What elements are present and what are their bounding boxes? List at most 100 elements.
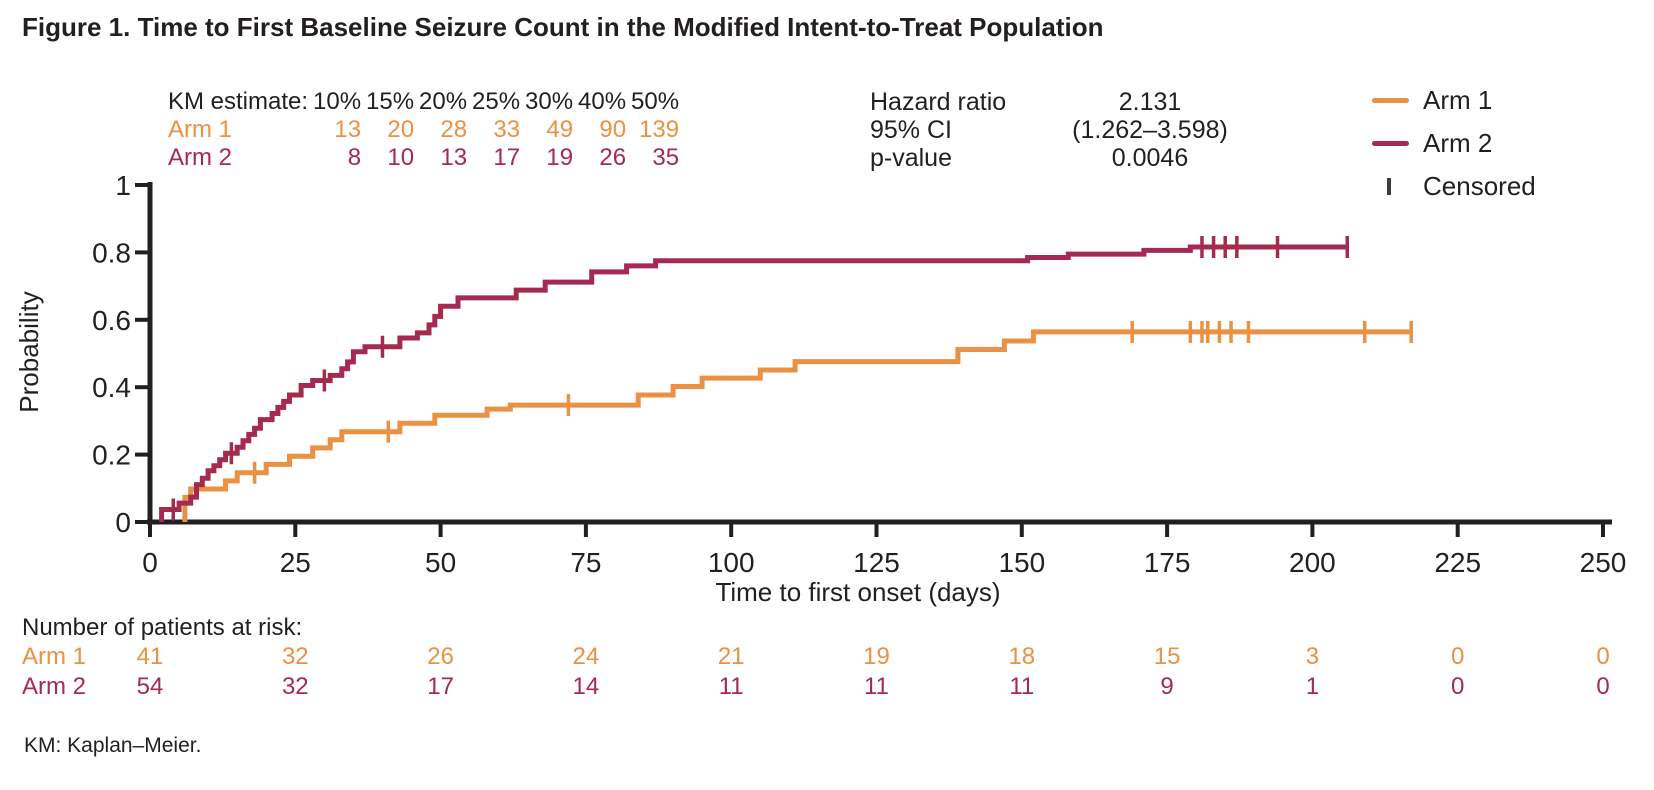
km-estimate-grid: KM estimate: 10% 15% 20% 25% 30% 40% 50% Arm 1 13… xyxy=(168,88,679,172)
x-tick-label: 75 xyxy=(570,547,601,578)
stats-label: Hazard ratio xyxy=(870,88,1007,116)
axes xyxy=(135,182,1612,537)
km-percent-header: 30% xyxy=(525,88,574,115)
x-tick-label: 250 xyxy=(1580,547,1627,578)
stats-label: p-value xyxy=(870,144,952,172)
stats-value: 0.0046 xyxy=(1111,144,1189,172)
km-arm-value: 28 xyxy=(440,116,468,143)
km-arm-value: 90 xyxy=(599,116,627,143)
km-header-label: KM estimate: xyxy=(168,88,309,115)
at-risk-arm-label: Arm 1 xyxy=(22,643,87,670)
km-arm-value: 8 xyxy=(347,144,362,171)
at-risk-count: 14 xyxy=(572,673,600,700)
x-tick-label: 0 xyxy=(142,547,158,578)
stats-row: 95% CI (1.262–3.598) xyxy=(870,116,1255,144)
km-estimate-table: KM estimate: 10% 15% 20% 25% 30% 40% 50% Arm 1 13… xyxy=(168,88,679,172)
at-risk-count: 32 xyxy=(281,673,309,700)
km-percent-header: 50% xyxy=(631,88,680,115)
at-risk-count: 17 xyxy=(427,673,454,700)
legend-line-swatch-icon xyxy=(1372,141,1409,146)
x-tick-label: 50 xyxy=(425,547,456,578)
km-arm-value: 19 xyxy=(546,144,574,171)
stats-block: Hazard ratio 2.131 95% CI (1.262–3.598) p-va… xyxy=(870,88,1255,172)
stats-label: 95% CI xyxy=(870,116,952,144)
stats-row: p-value 0.0046 xyxy=(870,144,1255,172)
at-risk-count: 11 xyxy=(718,673,744,700)
y-tick-label: 0.8 xyxy=(92,237,131,268)
legend-censor-tick-icon xyxy=(1387,178,1391,195)
y-tick-label: 0 xyxy=(115,507,131,538)
km-arm-label: Arm 2 xyxy=(168,144,233,171)
y-tick-label: 0.6 xyxy=(92,305,131,336)
at-risk-count: 41 xyxy=(136,643,164,670)
km-percent-header: 15% xyxy=(366,88,415,115)
stats-value: 2.131 xyxy=(1118,88,1182,116)
axis-labels: 0 25 50 75 100 125 150 175 200 225 250 0 0.2 0.4 0.6 0.… xyxy=(14,170,1626,607)
stats-value: (1.262–3.598) xyxy=(1072,116,1228,144)
arm-1-curve xyxy=(182,329,1412,522)
km-arm-value: 33 xyxy=(493,116,521,143)
legend-item-arm-2: Arm 2 xyxy=(1372,122,1536,165)
at-risk-count: 0 xyxy=(1596,643,1610,670)
legend-label: Arm 1 xyxy=(1423,85,1493,115)
legend: Arm 1 Arm 2 Censored xyxy=(1372,79,1536,208)
at-risk-count: 15 xyxy=(1153,643,1181,670)
y-axis-title: Probability xyxy=(14,291,44,412)
figure-title: Figure 1. Time to First Baseline Seizure… xyxy=(22,12,1104,42)
arm-2-curve xyxy=(159,244,1348,522)
at-risk-count: 1 xyxy=(1305,673,1320,700)
legend-label: Arm 2 xyxy=(1423,128,1493,158)
legend-line-swatch-icon xyxy=(1372,98,1409,103)
km-arm-value: 10 xyxy=(387,144,415,171)
arm-1-censor-marks xyxy=(252,320,1413,484)
at-risk-count: 0 xyxy=(1451,643,1465,670)
x-axis-title: Time to first onset (days) xyxy=(715,577,1000,607)
at-risk-count: 54 xyxy=(136,673,164,700)
x-tick-label: 125 xyxy=(853,547,900,578)
arm-2-censor-marks xyxy=(171,236,1350,521)
km-percent-header: 25% xyxy=(472,88,521,115)
km-arm-value: 139 xyxy=(639,116,680,143)
km-arm-value: 20 xyxy=(387,116,415,143)
km-header-row: KM estimate: 10% 15% 20% 25% 30% 40% 50% xyxy=(168,88,679,116)
km-percent-header: 10% xyxy=(313,88,362,115)
stats-row: Hazard ratio 2.131 xyxy=(870,88,1255,116)
x-tick-label: 100 xyxy=(708,547,755,578)
legend-label: Censored xyxy=(1423,171,1536,201)
arm-2-series xyxy=(159,236,1350,522)
arm-1-series xyxy=(182,320,1413,522)
km-arm-value: 13 xyxy=(334,116,362,143)
at-risk-count: 11 xyxy=(1009,673,1035,700)
at-risk-count: 24 xyxy=(572,643,600,670)
at-risk-count: 21 xyxy=(717,643,745,670)
km-arm-value: 49 xyxy=(546,116,574,143)
y-tick-label: 0.2 xyxy=(92,440,131,471)
at-risk-count: 0 xyxy=(1451,673,1465,700)
legend-item-censored: Censored xyxy=(1372,165,1536,208)
at-risk-count: 9 xyxy=(1160,673,1174,700)
at-risk-count: 0 xyxy=(1596,673,1610,700)
x-tick-label: 225 xyxy=(1434,547,1481,578)
legend-item-arm-1: Arm 1 xyxy=(1372,79,1536,122)
x-tick-label: 150 xyxy=(998,547,1045,578)
x-tick-label: 200 xyxy=(1289,547,1336,578)
km-percent-header: 20% xyxy=(419,88,468,115)
at-risk-count: 26 xyxy=(427,643,454,670)
y-tick-label: 0.4 xyxy=(92,372,131,403)
at-risk-header: Number of patients at risk: xyxy=(22,614,303,641)
at-risk-arm-label: Arm 2 xyxy=(22,673,87,700)
km-arm-value: 35 xyxy=(652,144,680,171)
km-percent-header: 40% xyxy=(578,88,627,115)
km-arm-value: 13 xyxy=(440,144,468,171)
footnote: KM: Kaplan–Meier. xyxy=(24,734,202,757)
at-risk-count: 11 xyxy=(864,673,889,700)
x-tick-label: 25 xyxy=(280,547,311,578)
km-arm-value: 26 xyxy=(599,144,627,171)
km-arm-row: Arm 1 13 20 28 33 49 90 139 xyxy=(168,116,679,144)
at-risk-count: 3 xyxy=(1305,643,1320,670)
at-risk-count: 18 xyxy=(1008,643,1036,670)
at-risk-count: 32 xyxy=(281,643,309,670)
km-arm-value: 17 xyxy=(493,144,521,171)
